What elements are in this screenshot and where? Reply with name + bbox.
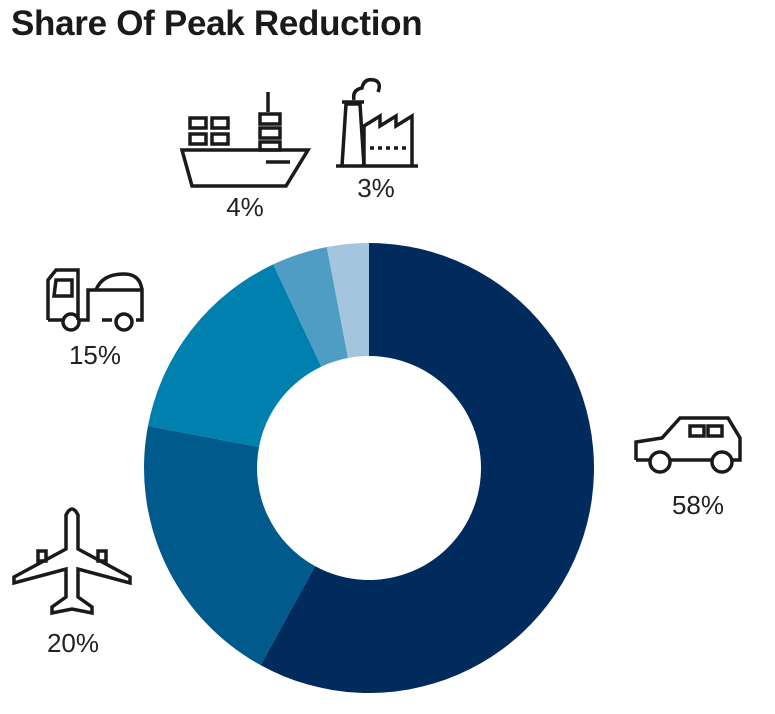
chart-title: Share Of Peak Reduction [11,4,423,43]
slice-cars [260,243,595,693]
label-truck: 15% [68,340,122,370]
ship-icon [178,90,312,195]
slice-industry [326,243,369,358]
label-car: 58% [671,490,725,520]
slice-shipping [273,246,349,367]
slice-trucks [147,264,322,448]
factory-icon [334,72,424,175]
car-icon [632,412,750,487]
label-ship: 4% [226,192,264,222]
truck-icon [44,266,146,341]
label-factory: 3% [357,173,395,203]
label-airplane: 20% [46,628,100,658]
airplane-icon [12,505,132,622]
slice-aviation [144,425,316,666]
